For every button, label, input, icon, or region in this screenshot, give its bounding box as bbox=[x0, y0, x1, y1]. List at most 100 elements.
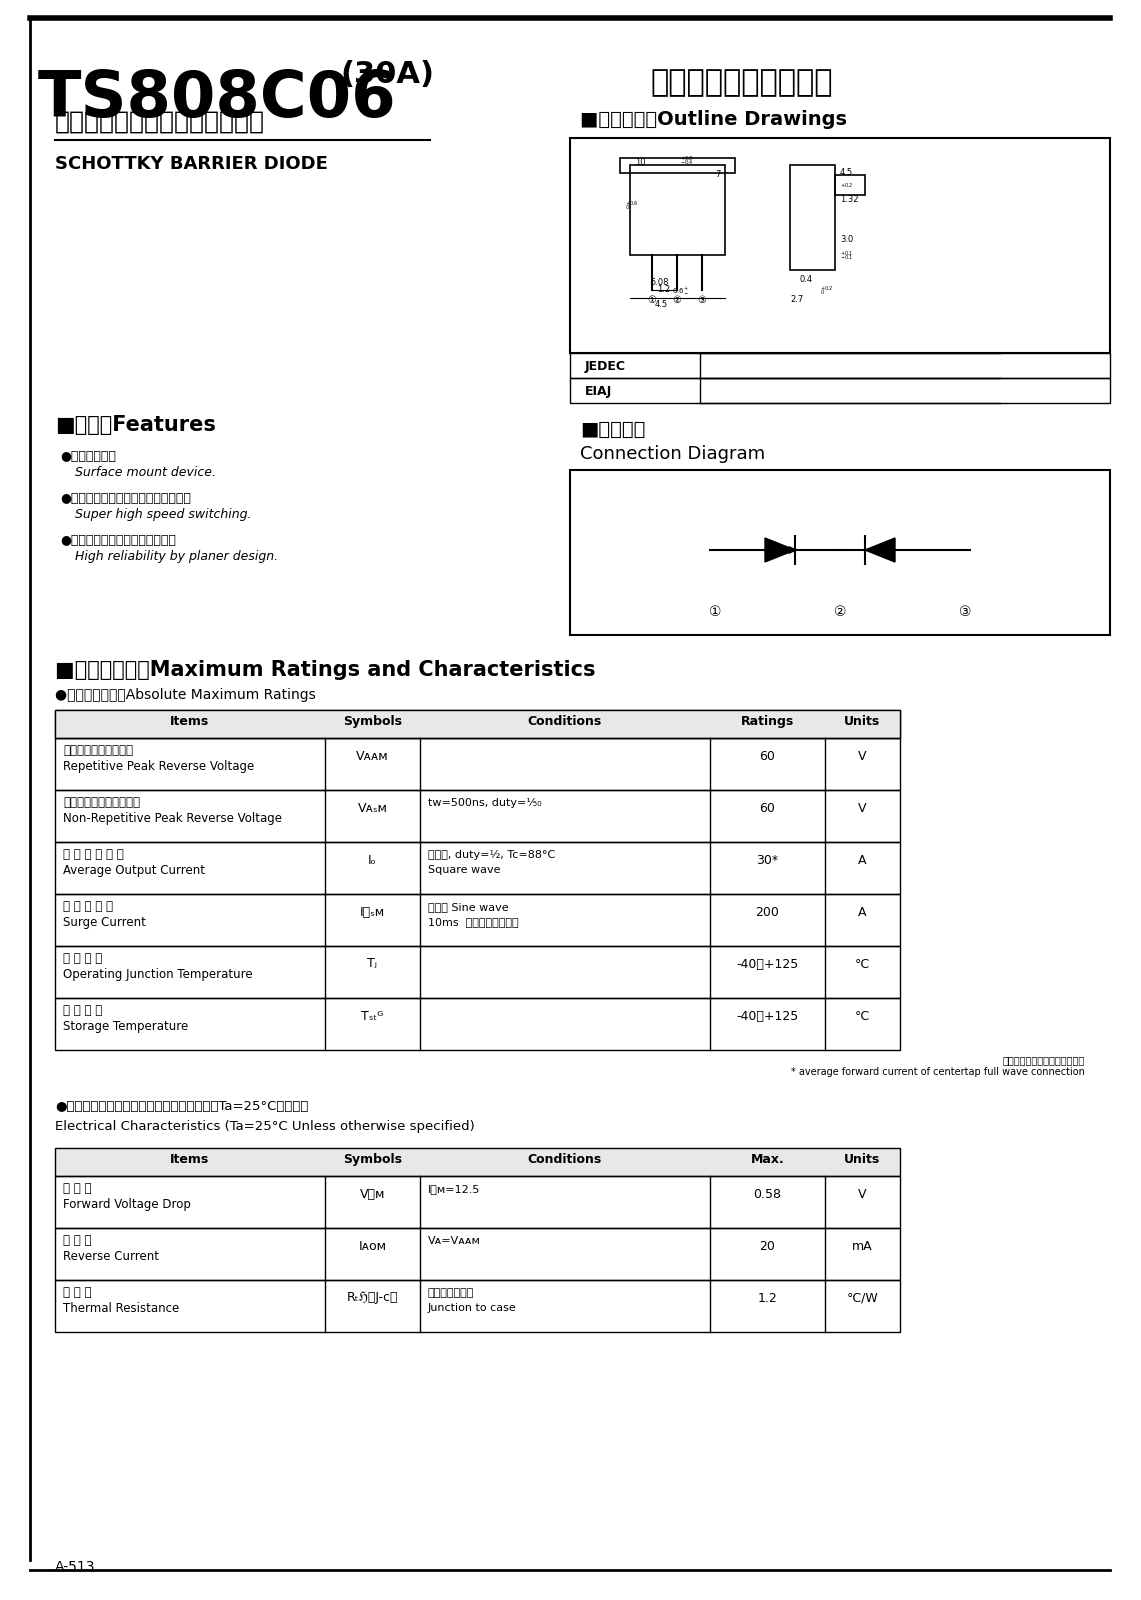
Text: I₟ₛᴍ: I₟ₛᴍ bbox=[359, 906, 386, 918]
Text: Vᴀ=Vᴀᴀᴍ: Vᴀ=Vᴀᴀᴍ bbox=[428, 1235, 480, 1246]
Text: V: V bbox=[858, 802, 867, 814]
Text: 0.6$^{+}_{-}$: 0.6$^{+}_{-}$ bbox=[672, 285, 688, 294]
Text: 2.7: 2.7 bbox=[790, 294, 803, 304]
Text: $^{+0.1}_{-0.1}$: $^{+0.1}_{-0.1}$ bbox=[840, 250, 853, 264]
Text: ■外形寸法：Outline Drawings: ■外形寸法：Outline Drawings bbox=[580, 110, 847, 130]
Text: A: A bbox=[858, 906, 867, 918]
Text: Symbols: Symbols bbox=[343, 715, 402, 728]
Text: 平 均 出 力 電 流: 平 均 出 力 電 流 bbox=[63, 848, 123, 861]
Text: 60: 60 bbox=[760, 802, 776, 814]
Bar bbox=[55, 790, 900, 842]
Text: Reverse Current: Reverse Current bbox=[63, 1250, 159, 1262]
Text: 0.4: 0.4 bbox=[800, 275, 814, 285]
Text: 順 電 圧: 順 電 圧 bbox=[63, 1182, 91, 1195]
Text: 7: 7 bbox=[715, 170, 720, 179]
Text: Connection Diagram: Connection Diagram bbox=[580, 445, 766, 462]
Bar bbox=[570, 354, 1110, 378]
Text: Tₛₜᴳ: Tₛₜᴳ bbox=[362, 1010, 383, 1022]
Text: Junction to case: Junction to case bbox=[428, 1302, 517, 1314]
Text: High reliability by planer design.: High reliability by planer design. bbox=[75, 550, 278, 563]
Text: Rₜℌ（J-c）: Rₜℌ（J-c） bbox=[347, 1291, 398, 1304]
Text: EIAJ: EIAJ bbox=[585, 386, 613, 398]
Text: Super high speed switching.: Super high speed switching. bbox=[75, 509, 251, 522]
Text: 保 存 温 度: 保 存 温 度 bbox=[63, 1005, 103, 1018]
Text: 30*: 30* bbox=[756, 853, 778, 867]
Bar bbox=[55, 1149, 900, 1176]
Text: 方形波, duty=½, Tc=88°C: 方形波, duty=½, Tc=88°C bbox=[428, 850, 556, 861]
Text: °C: °C bbox=[855, 1010, 871, 1022]
Text: °C/W: °C/W bbox=[847, 1291, 879, 1304]
Text: °C: °C bbox=[855, 957, 871, 971]
Text: $^{+0.6}_{0}$: $^{+0.6}_{0}$ bbox=[625, 200, 639, 213]
Text: I₟ᴍ=12.5: I₟ᴍ=12.5 bbox=[428, 1184, 480, 1194]
Text: 10: 10 bbox=[636, 158, 646, 166]
Text: 200: 200 bbox=[755, 906, 779, 918]
Text: Square wave: Square wave bbox=[428, 866, 501, 875]
Text: ピーク繰り返し逆電圧: ピーク繰り返し逆電圧 bbox=[63, 744, 133, 757]
Text: ピーク非繰り返し逆電圧: ピーク非繰り返し逆電圧 bbox=[63, 795, 140, 810]
Text: Operating Junction Temperature: Operating Junction Temperature bbox=[63, 968, 252, 981]
Text: Iᴀᴏᴍ: Iᴀᴏᴍ bbox=[358, 1240, 387, 1253]
Text: $^{+0.8}_{-0.4}$: $^{+0.8}_{-0.4}$ bbox=[680, 155, 694, 168]
Bar bbox=[570, 470, 1110, 635]
Text: ②: ② bbox=[673, 294, 681, 306]
Text: Ratings: Ratings bbox=[741, 715, 794, 728]
Text: 熱 抵 抗: 熱 抵 抗 bbox=[63, 1286, 91, 1299]
Bar bbox=[55, 1149, 900, 1176]
Text: JEDEC: JEDEC bbox=[585, 360, 626, 373]
Text: 接 合 温 度: 接 合 温 度 bbox=[63, 952, 103, 965]
Bar bbox=[630, 165, 725, 254]
Text: ■電極接続: ■電極接続 bbox=[580, 419, 646, 438]
Text: 60: 60 bbox=[760, 749, 776, 763]
Text: Tⱼ: Tⱼ bbox=[367, 957, 378, 971]
Text: ●プレーナー技術による高信頼性: ●プレーナー技術による高信頼性 bbox=[60, 534, 176, 547]
Bar bbox=[55, 1280, 900, 1331]
Text: -40～+125: -40～+125 bbox=[736, 1010, 799, 1022]
Text: tw=500ns, duty=¹⁄₅₀: tw=500ns, duty=¹⁄₅₀ bbox=[428, 798, 542, 808]
Text: ③: ③ bbox=[958, 605, 971, 619]
Text: Conditions: Conditions bbox=[528, 715, 602, 728]
Text: $^{+0.2}_{0}$: $^{+0.2}_{0}$ bbox=[820, 285, 833, 298]
Text: 10ms  定格負荷状態より: 10ms 定格負荷状態より bbox=[428, 917, 519, 926]
Text: V: V bbox=[858, 749, 867, 763]
Bar bbox=[790, 165, 835, 270]
Text: SCHOTTKY BARRIER DIODE: SCHOTTKY BARRIER DIODE bbox=[55, 155, 327, 173]
Text: 富士小電力ダイオード: 富士小電力ダイオード bbox=[650, 67, 833, 98]
Text: mA: mA bbox=[852, 1240, 873, 1253]
Text: Units: Units bbox=[844, 715, 881, 728]
Bar bbox=[55, 842, 900, 894]
Text: ●電気的特性（特に指定がない限り周囲温度Ta=25°Cとする）: ●電気的特性（特に指定がない限り周囲温度Ta=25°Cとする） bbox=[55, 1101, 308, 1114]
Text: Symbols: Symbols bbox=[343, 1154, 402, 1166]
Bar bbox=[55, 1229, 900, 1280]
Text: $^{+0.2}$: $^{+0.2}$ bbox=[840, 182, 853, 187]
Bar bbox=[55, 710, 900, 738]
Bar bbox=[835, 174, 865, 195]
Text: 逆 電 流: 逆 電 流 bbox=[63, 1234, 91, 1246]
Text: 5.08: 5.08 bbox=[650, 278, 670, 286]
Text: -40～+125: -40～+125 bbox=[736, 957, 799, 971]
Text: ■定格と特性：Maximum Ratings and Characteristics: ■定格と特性：Maximum Ratings and Characteristi… bbox=[55, 659, 596, 680]
Bar bbox=[55, 998, 900, 1050]
Text: 1.32: 1.32 bbox=[840, 195, 858, 203]
Bar bbox=[55, 894, 900, 946]
Bar bbox=[55, 710, 900, 738]
Text: 4.5: 4.5 bbox=[655, 301, 669, 309]
Text: ①: ① bbox=[648, 294, 656, 306]
Bar bbox=[55, 738, 900, 790]
Text: Thermal Resistance: Thermal Resistance bbox=[63, 1302, 179, 1315]
Text: 接合・ケース間: 接合・ケース間 bbox=[428, 1288, 475, 1298]
Text: Iₒ: Iₒ bbox=[369, 853, 377, 867]
Text: ●絶対最大定格：Absolute Maximum Ratings: ●絶対最大定格：Absolute Maximum Ratings bbox=[55, 688, 316, 702]
Bar bbox=[55, 1176, 900, 1229]
Text: Conditions: Conditions bbox=[528, 1154, 602, 1166]
Text: ■特長：Features: ■特長：Features bbox=[55, 414, 216, 435]
Text: Items: Items bbox=[170, 1154, 210, 1166]
Text: Forward Voltage Drop: Forward Voltage Drop bbox=[63, 1198, 191, 1211]
Text: ③: ③ bbox=[697, 294, 706, 306]
Text: ①: ① bbox=[709, 605, 721, 619]
Text: ②: ② bbox=[834, 605, 847, 619]
Text: 0.58: 0.58 bbox=[753, 1187, 782, 1200]
Text: ＊センタータップ平均内力電流
* average forward current of centertap full wave connection: ＊センタータップ平均内力電流 * average forward current… bbox=[791, 1054, 1085, 1077]
Text: 正弦波 Sine wave: 正弦波 Sine wave bbox=[428, 902, 509, 912]
Polygon shape bbox=[865, 538, 895, 562]
